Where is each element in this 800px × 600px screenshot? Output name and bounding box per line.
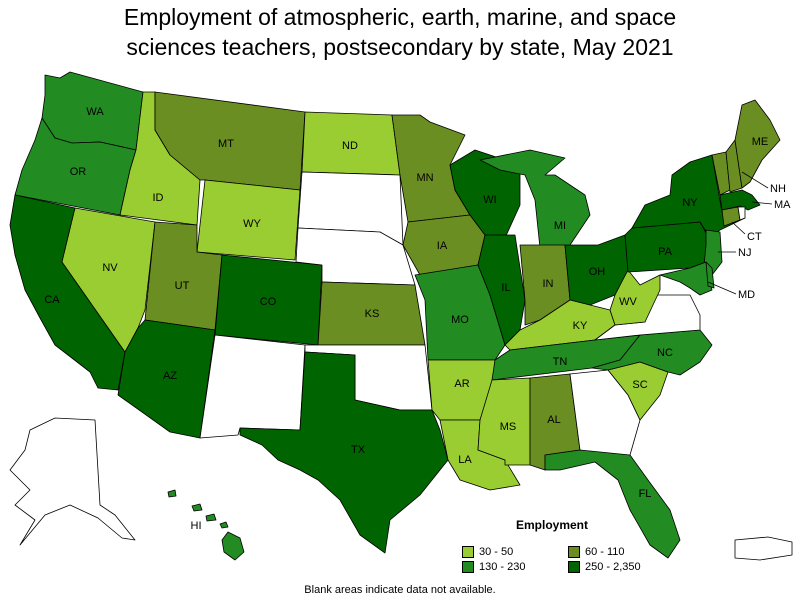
legend-swatch: [568, 546, 580, 558]
legend-items: 30 - 50 60 - 110 130 - 230 250 - 2,350: [462, 546, 662, 573]
svg-text:TX: TX: [351, 444, 366, 456]
map-title-line-1: Employment of atmospheric, earth, marine…: [123, 4, 677, 30]
svg-text:CA: CA: [44, 294, 60, 306]
state-mi[interactable]: [479, 149, 591, 249]
legend-label: 130 - 230: [479, 561, 526, 573]
state-hi[interactable]: [167, 489, 245, 561]
footnote: Blank areas indicate data not available.: [304, 584, 496, 596]
svg-text:ME: ME: [752, 136, 769, 148]
svg-text:UT: UT: [175, 280, 190, 292]
svg-text:NH: NH: [770, 183, 786, 195]
legend-label: 30 - 50: [479, 546, 514, 558]
map-title-line-2: sciences teachers, postsecondary by stat…: [126, 34, 674, 60]
svg-text:TN: TN: [553, 356, 568, 368]
state-ak[interactable]: [9, 417, 136, 546]
svg-text:AZ: AZ: [163, 370, 177, 382]
svg-text:OR: OR: [70, 166, 87, 178]
state-md[interactable]: [659, 261, 713, 296]
state-me[interactable]: [734, 99, 781, 189]
svg-text:KS: KS: [365, 308, 380, 320]
legend-swatch: [462, 546, 474, 558]
legend-swatch: [462, 561, 474, 573]
legend-title: Employment: [515, 518, 588, 532]
svg-text:AL: AL: [547, 414, 560, 426]
svg-text:ND: ND: [342, 140, 358, 152]
svg-text:MA: MA: [774, 199, 791, 211]
legend-label: 60 - 110: [585, 546, 625, 558]
legend-label: 250 - 2,350: [585, 561, 641, 573]
svg-text:CO: CO: [260, 296, 277, 308]
svg-text:AR: AR: [454, 378, 469, 390]
legend-item-4: 250 - 2,350: [568, 561, 668, 573]
svg-text:SC: SC: [632, 379, 647, 391]
svg-text:IN: IN: [543, 278, 554, 290]
state-labels: WA OR CA ID NV MT WY UT AZ CO ND KS TX M…: [44, 106, 768, 532]
state-de[interactable]: [705, 261, 715, 289]
state-tx[interactable]: [239, 351, 449, 554]
map-title: Employment of atmospheric, earth, marine…: [0, 2, 800, 62]
svg-text:LA: LA: [458, 454, 472, 466]
legend-item-3: 130 - 230: [462, 561, 568, 573]
svg-text:PA: PA: [658, 246, 673, 258]
svg-text:MD: MD: [738, 289, 755, 301]
state-wy[interactable]: [196, 179, 301, 261]
state-nc[interactable]: [591, 329, 713, 376]
svg-text:WY: WY: [243, 218, 261, 230]
legend: Employment 30 - 50 60 - 110 130 - 230 25…: [462, 518, 662, 573]
state-az[interactable]: [117, 319, 216, 439]
state-callouts: NH MA CT NJ MD: [707, 171, 791, 301]
legend-item-1: 30 - 50: [462, 546, 568, 558]
svg-text:MS: MS: [500, 421, 517, 433]
svg-text:MI: MI: [554, 220, 566, 232]
svg-text:NJ: NJ: [738, 247, 751, 259]
state-ct[interactable]: [721, 206, 741, 227]
svg-text:WI: WI: [483, 194, 496, 206]
svg-text:KY: KY: [573, 320, 588, 332]
svg-text:MT: MT: [218, 138, 234, 150]
svg-text:OH: OH: [589, 266, 606, 278]
svg-text:WA: WA: [86, 106, 104, 118]
svg-text:FL: FL: [639, 488, 652, 500]
svg-text:NY: NY: [682, 197, 698, 209]
svg-text:IL: IL: [501, 282, 510, 294]
legend-item-2: 60 - 110: [568, 546, 668, 558]
svg-text:NC: NC: [657, 347, 673, 359]
svg-text:NV: NV: [102, 262, 118, 274]
svg-text:MO: MO: [451, 314, 469, 326]
svg-text:CT: CT: [747, 231, 762, 243]
state-nm[interactable]: [199, 334, 306, 439]
svg-text:WV: WV: [619, 296, 637, 308]
svg-text:IA: IA: [437, 240, 448, 252]
state-ri[interactable]: [737, 206, 746, 221]
svg-text:ID: ID: [153, 192, 164, 204]
legend-swatch: [568, 561, 580, 573]
svg-text:MN: MN: [416, 172, 433, 184]
state-fl[interactable]: [544, 449, 681, 559]
svg-text:HI: HI: [191, 520, 202, 532]
state-pr[interactable]: [734, 536, 793, 561]
